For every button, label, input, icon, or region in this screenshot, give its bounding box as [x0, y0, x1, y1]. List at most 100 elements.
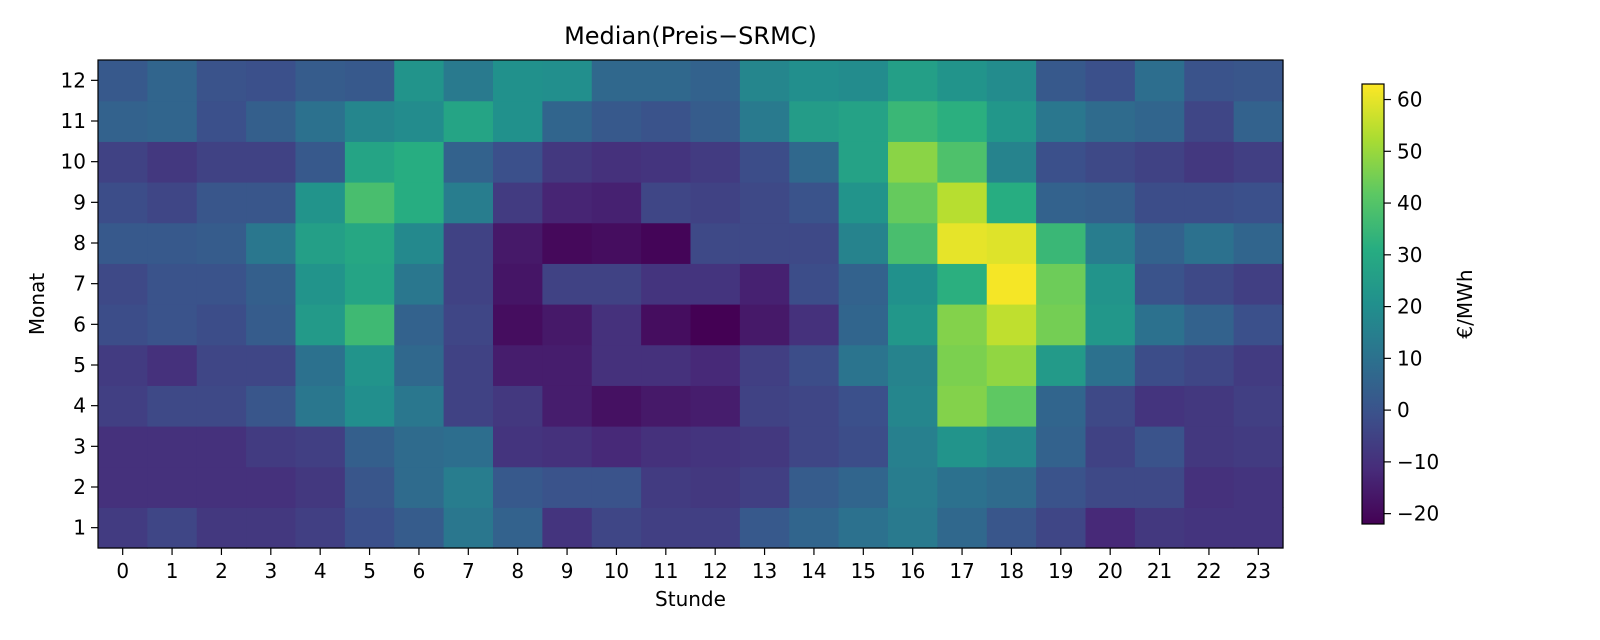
heatmap-cell-m6-h5 [344, 304, 395, 346]
heatmap-cell-m4-h22 [1184, 385, 1235, 427]
heatmap-cell-m12-h21 [1134, 60, 1185, 102]
heatmap-cell-m4-h12 [690, 385, 741, 427]
heatmap-cell-m1-h4 [295, 507, 346, 549]
heatmap-cell-m12-h10 [591, 60, 642, 102]
heatmap-cell-m7-h3 [246, 263, 297, 305]
heatmap-cell-m9-h4 [295, 182, 346, 224]
colorbar-tick-label: 50 [1397, 139, 1422, 163]
heatmap-cell-m3-h8 [493, 426, 543, 468]
heatmap-cell-m8-h19 [1036, 222, 1087, 264]
heatmap-cell-m4-h16 [888, 385, 938, 427]
y-tick-label: 3 [73, 434, 86, 458]
heatmap-cell-m12-h16 [888, 60, 938, 102]
heatmap-cell-m12-h20 [1085, 60, 1136, 102]
colorbar [1361, 83, 1385, 525]
heatmap-cell-m10-h17 [937, 141, 988, 183]
heatmap-cell-m12-h9 [542, 60, 593, 102]
colorbar-tick-label: 0 [1397, 398, 1410, 422]
heatmap-cell-m8-h6 [394, 222, 445, 264]
colorbar-tick-label: −20 [1397, 502, 1439, 526]
heatmap-cell-m11-h19 [1036, 100, 1087, 142]
y-axis-label: Monat [25, 273, 49, 335]
heatmap-cell-m3-h14 [789, 426, 840, 468]
heatmap-cell-m2-h11 [641, 466, 692, 508]
heatmap-cell-m12-h18 [986, 60, 1037, 102]
heatmap-cell-m6-h12 [690, 304, 741, 346]
heatmap-cell-m5-h22 [1184, 344, 1235, 386]
heatmap-cell-m9-h0 [98, 182, 148, 224]
heatmap-cell-m10-h14 [789, 141, 840, 183]
heatmap-cell-m8-h16 [888, 222, 938, 264]
heatmap-cell-m8-h18 [986, 222, 1037, 264]
heatmap-cell-m11-h17 [937, 100, 988, 142]
heatmap-cell-m6-h2 [196, 304, 247, 346]
heatmap-cell-m3-h9 [542, 426, 593, 468]
heatmap-cell-m4-h19 [1036, 385, 1087, 427]
heatmap-cell-m3-h2 [196, 426, 247, 468]
heatmap-cell-m9-h22 [1184, 182, 1235, 224]
heatmap-cell-m7-h13 [739, 263, 790, 305]
x-tick-label: 23 [1246, 559, 1271, 583]
heatmap-cell-m8-h15 [838, 222, 889, 264]
heatmap-cell-m9-h11 [641, 182, 692, 224]
heatmap-cell-m4-h21 [1134, 385, 1185, 427]
heatmap-cell-m1-h21 [1134, 507, 1185, 549]
heatmap-cell-m12-h11 [641, 60, 692, 102]
heatmap-cell-m4-h3 [246, 385, 297, 427]
heatmap-cell-m3-h10 [591, 426, 642, 468]
heatmap-cell-m7-h23 [1233, 263, 1284, 305]
heatmap-cell-m6-h0 [98, 304, 148, 346]
heatmap-cell-m7-h17 [937, 263, 988, 305]
heatmap-cell-m8-h1 [147, 222, 198, 264]
heatmap-cell-m8-h0 [98, 222, 148, 264]
heatmap-cell-m1-h16 [888, 507, 938, 549]
heatmap-cell-m2-h13 [739, 466, 790, 508]
heatmap-cell-m4-h4 [295, 385, 346, 427]
heatmap-cell-m7-h11 [641, 263, 692, 305]
heatmap-cell-m10-h21 [1134, 141, 1185, 183]
heatmap-cell-m1-h15 [838, 507, 889, 549]
heatmap-cell-m2-h6 [394, 466, 445, 508]
heatmap-cell-m1-h23 [1233, 507, 1284, 549]
heatmap-cell-m10-h20 [1085, 141, 1136, 183]
heatmap-cell-m11-h12 [690, 100, 741, 142]
heatmap-cell-m10-h2 [196, 141, 247, 183]
heatmap-cell-m6-h11 [641, 304, 692, 346]
x-tick-label: 4 [314, 559, 327, 583]
y-tick-label: 10 [61, 150, 86, 174]
heatmap-cell-m3-h1 [147, 426, 198, 468]
heatmap-cell-m5-h4 [295, 344, 346, 386]
heatmap-cell-m1-h8 [493, 507, 543, 549]
x-tick-label: 20 [1097, 559, 1122, 583]
heatmap-cell-m5-h19 [1036, 344, 1087, 386]
heatmap-cell-m9-h21 [1134, 182, 1185, 224]
heatmap-cell-m10-h9 [542, 141, 593, 183]
heatmap-cell-m9-h5 [344, 182, 395, 224]
heatmap-cell-m8-h13 [739, 222, 790, 264]
heatmap-cell-m11-h6 [394, 100, 445, 142]
x-tick-label: 7 [462, 559, 475, 583]
heatmap-cell-m9-h13 [739, 182, 790, 224]
heatmap-cell-m9-h15 [838, 182, 889, 224]
heatmap-cell-m3-h6 [394, 426, 445, 468]
heatmap-cell-m10-h18 [986, 141, 1037, 183]
heatmap-cell-m10-h12 [690, 141, 741, 183]
heatmap-cell-m1-h7 [443, 507, 494, 549]
heatmap-cell-m6-h18 [986, 304, 1037, 346]
heatmap-cell-m1-h10 [591, 507, 642, 549]
heatmap-cell-m7-h15 [838, 263, 889, 305]
heatmap-cell-m11-h5 [344, 100, 395, 142]
heatmap-cell-m6-h15 [838, 304, 889, 346]
x-tick-label: 9 [561, 559, 574, 583]
heatmap-cell-m8-h12 [690, 222, 741, 264]
heatmap-cell-m10-h7 [443, 141, 494, 183]
heatmap-cell-m7-h6 [394, 263, 445, 305]
heatmap-cell-m10-h4 [295, 141, 346, 183]
heatmap-cell-m8-h17 [937, 222, 988, 264]
heatmap-cell-m9-h8 [493, 182, 543, 224]
colorbar-ticks: −20 −10 0 10 20 30 40 50 60 [1384, 88, 1439, 526]
heatmap-cell-m5-h5 [344, 344, 395, 386]
heatmap-cell-m3-h20 [1085, 426, 1136, 468]
heatmap-cell-m2-h3 [246, 466, 297, 508]
x-tick-label: 17 [949, 559, 974, 583]
